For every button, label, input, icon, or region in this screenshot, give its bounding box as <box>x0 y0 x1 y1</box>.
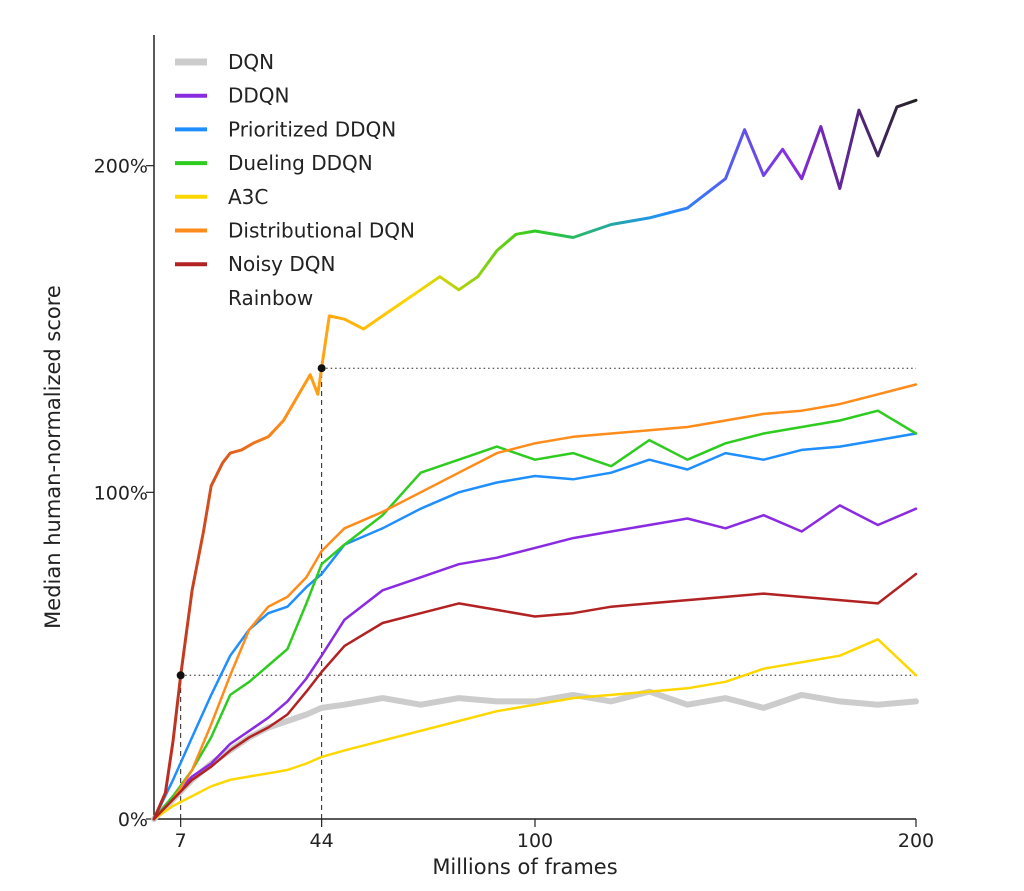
y-tick-label: 200% <box>94 156 148 178</box>
series-line-distributional-dqn <box>152 383 918 821</box>
legend-label: DDQN <box>228 84 290 108</box>
legend-label: Noisy DQN <box>228 252 335 276</box>
y-axis-label: Median human-normalized score <box>41 285 65 629</box>
legend: DQN DDQN Prioritized DDQN Dueling DDQN A3C Di… <box>175 50 415 310</box>
series-layer <box>151 98 919 822</box>
legend-label: Distributional DQN <box>228 219 415 243</box>
series-line-rainbow <box>152 98 918 821</box>
legend-label: Rainbow <box>228 286 313 310</box>
x-tick-label: 100 <box>517 830 553 852</box>
reference-lines <box>180 367 916 819</box>
series-line-prioritized-ddqn <box>152 432 918 821</box>
point-marker <box>176 671 185 680</box>
series-line-noisy-dqn <box>152 572 918 821</box>
legend-label: Prioritized DDQN <box>228 117 396 141</box>
x-tick-label: 7 <box>175 830 187 852</box>
series-line-ddqn <box>152 504 918 821</box>
series-line-dqn <box>151 688 919 822</box>
legend-label: A3C <box>228 185 268 209</box>
legend-label: DQN <box>228 50 274 74</box>
legend-label: Dueling DDQN <box>228 151 373 175</box>
axes: 7 44 100 200 0% 100% 200% <box>94 35 934 852</box>
x-axis-label: Millions of frames <box>432 855 617 879</box>
markers-layer <box>176 364 326 680</box>
y-tick-label: 0% <box>118 809 148 831</box>
y-tick-label: 100% <box>94 482 148 504</box>
x-tick-label: 200 <box>898 830 934 852</box>
x-tick-label: 44 <box>310 830 334 852</box>
series-line-dueling-ddqn <box>152 409 918 821</box>
series-line-a3c <box>152 638 918 821</box>
point-marker <box>317 364 326 373</box>
